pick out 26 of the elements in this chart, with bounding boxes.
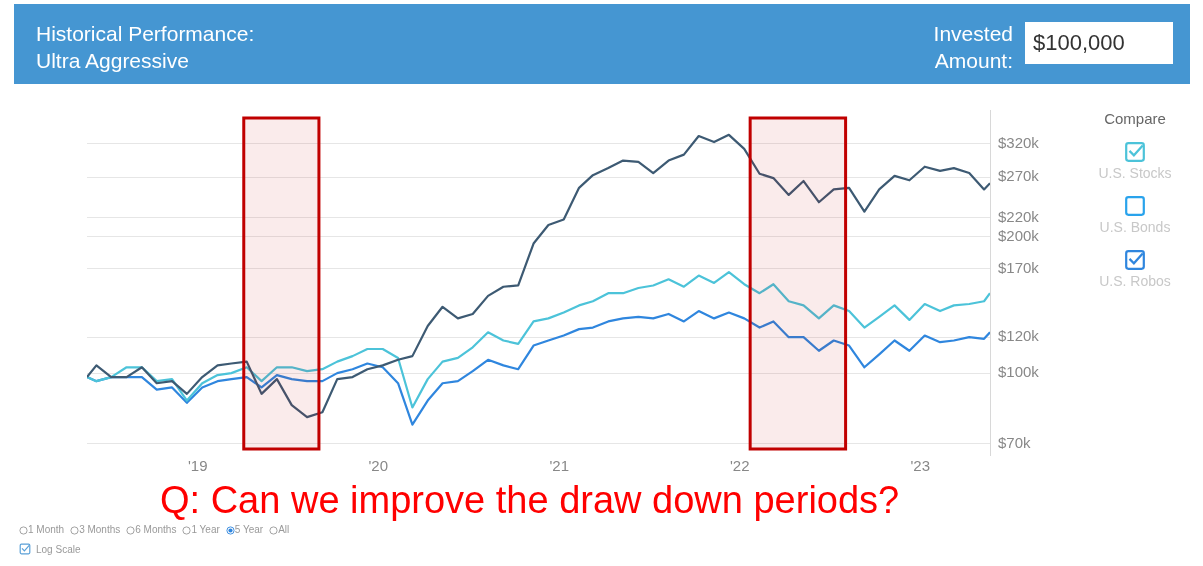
x-tick-label: '23 bbox=[910, 457, 931, 475]
text-field: $100,000 bbox=[1025, 22, 1173, 64]
y-tick-label: $100k bbox=[998, 363, 1040, 381]
x-tick-label: '21 bbox=[549, 457, 570, 475]
y-tick-label: $170k bbox=[998, 258, 1040, 276]
text: Log Scale bbox=[36, 543, 81, 555]
text: 3 Months bbox=[78, 524, 121, 535]
y-tick-label: $270k bbox=[998, 167, 1040, 185]
y-tick-label: $320k bbox=[998, 134, 1040, 152]
text: Q: Can we improve the draw down periods? bbox=[160, 478, 900, 522]
y-tick-label: $120k bbox=[998, 327, 1040, 345]
text: 6 Months bbox=[134, 524, 177, 535]
legend-title: Compare bbox=[1103, 110, 1167, 127]
x-tick-label: '20 bbox=[368, 457, 389, 475]
text: 1 Year bbox=[190, 524, 220, 535]
chart-subtitle: Ultra Aggressive bbox=[36, 48, 190, 74]
y-tick-label: $220k bbox=[998, 207, 1040, 225]
chart-title: Historical Performance: bbox=[36, 21, 255, 47]
text: 1 Month bbox=[27, 524, 65, 535]
text: Invested Amount: bbox=[932, 21, 1013, 74]
x-tick-label: '19 bbox=[187, 457, 208, 475]
text: 5 Year bbox=[233, 524, 264, 535]
x-tick-label: '22 bbox=[729, 457, 750, 475]
y-tick-label: $70k bbox=[998, 433, 1032, 451]
text: All bbox=[277, 524, 290, 535]
y-tick-label: $200k bbox=[998, 226, 1040, 244]
